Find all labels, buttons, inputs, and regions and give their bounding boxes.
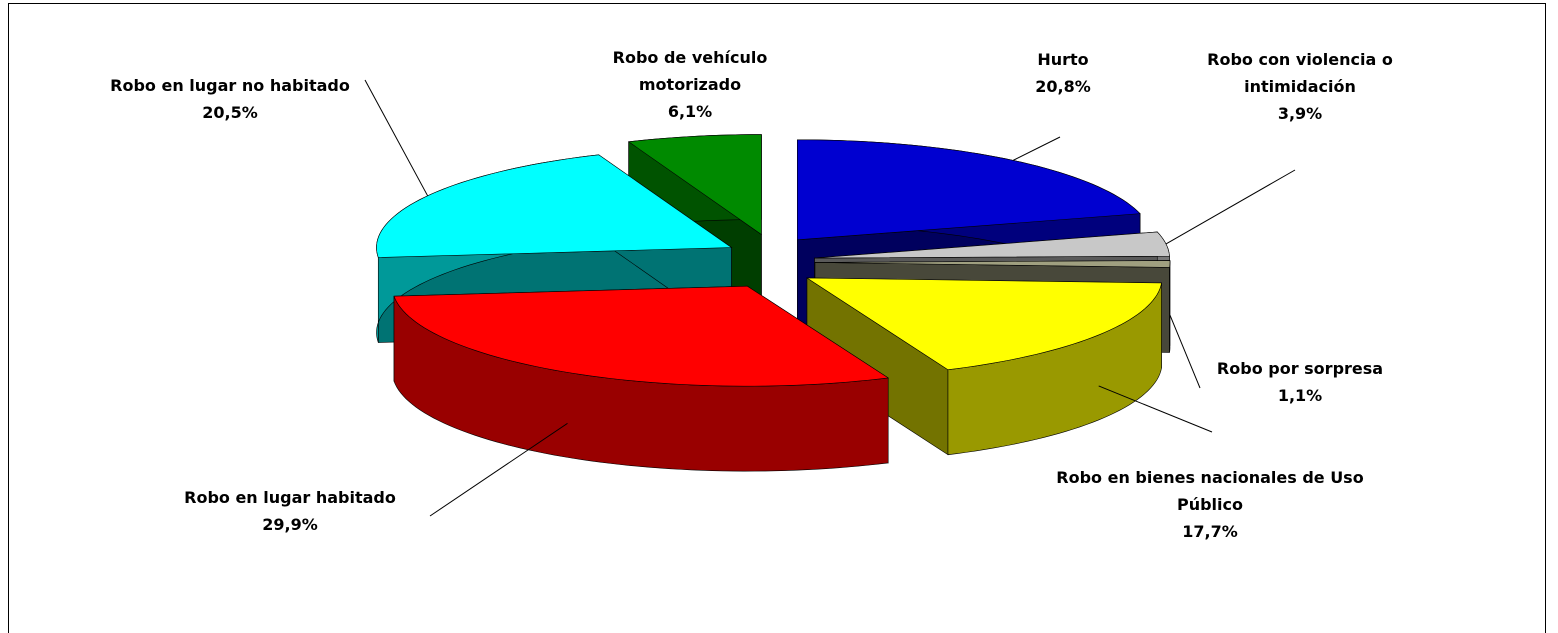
leader-line xyxy=(364,79,429,197)
pie-slice xyxy=(393,285,890,472)
slice-top xyxy=(376,154,733,258)
slice-name: Hurto xyxy=(1037,50,1089,69)
chart-border xyxy=(8,3,1546,633)
slice-label: Robo con violencia o intimidación 3,9% xyxy=(1170,46,1430,127)
slice-value: 3,9% xyxy=(1277,104,1323,123)
slice-value: 20,5% xyxy=(202,103,258,122)
leader-line xyxy=(1169,314,1201,389)
slice-name: Robo de vehículo motorizado xyxy=(612,48,768,94)
slice-value: 1,1% xyxy=(1277,386,1323,405)
leader-line xyxy=(1098,385,1213,433)
slice-label: Robo en lugar no habitado 20,5% xyxy=(75,72,385,126)
slice-value: 17,7% xyxy=(1182,522,1238,541)
slice-label: Robo en lugar habitado 29,9% xyxy=(160,484,420,538)
slice-value: 6,1% xyxy=(667,102,713,121)
slice-top xyxy=(627,134,762,236)
slice-top xyxy=(814,231,1170,259)
slice-top xyxy=(805,277,1162,371)
slice-top xyxy=(814,260,1171,268)
slice-value: 29,9% xyxy=(262,515,318,534)
slice-label: Robo por sorpresa 1,1% xyxy=(1190,355,1410,409)
pie-slice xyxy=(805,277,1162,456)
leader-line xyxy=(1165,169,1296,245)
slice-name: Robo en lugar habitado xyxy=(184,488,396,507)
slice-top xyxy=(393,285,890,387)
slice-name: Robo en lugar no habitado xyxy=(110,76,350,95)
leader-line xyxy=(429,422,568,517)
slice-name: Robo con violencia o intimidación xyxy=(1207,50,1393,96)
slice-name: Robo por sorpresa xyxy=(1216,359,1384,378)
leader-line xyxy=(1012,136,1061,161)
slice-label: Hurto 20,8% xyxy=(983,46,1143,100)
slice-name: Robo en bienes nacionales de Uso Público xyxy=(1056,468,1364,514)
slice-label: Robo de vehículo motorizado 6,1% xyxy=(580,44,800,125)
slice-label: Robo en bienes nacionales de Uso Público… xyxy=(1050,464,1370,545)
slice-value: 20,8% xyxy=(1035,77,1091,96)
